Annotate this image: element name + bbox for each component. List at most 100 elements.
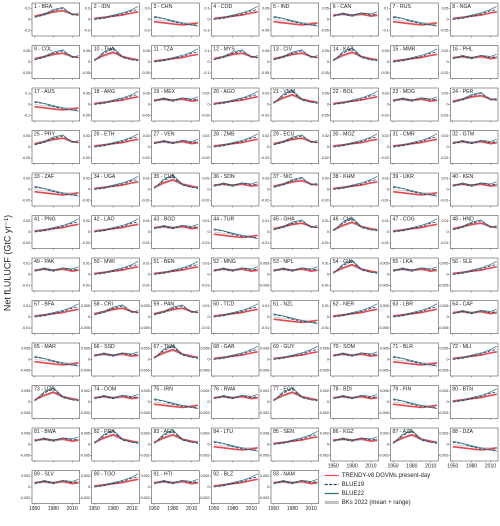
series-line (213, 394, 258, 400)
series-line (213, 349, 258, 360)
y-tick-label: 0.005 (439, 304, 448, 308)
y-tick-label: 0 (327, 102, 329, 106)
y-tick-label: 0 (207, 315, 209, 319)
y-tick-label: 0 (28, 272, 30, 276)
series-line (94, 394, 139, 400)
y-tick-label: 0 (88, 400, 90, 404)
series-line (452, 264, 497, 275)
panel-title: 71 - BLR (393, 344, 414, 350)
y-tick-label: -0.02 (380, 113, 388, 117)
series-line (153, 429, 198, 444)
series-line (392, 15, 438, 27)
series-line (333, 351, 378, 357)
y-tick-label: -0.02 (440, 113, 448, 117)
y-tick-label: 0 (446, 60, 448, 64)
y-tick-label: 0.01 (143, 176, 150, 180)
panel-frame (31, 215, 80, 249)
y-tick-label: -0.002 (80, 411, 90, 415)
series-line (94, 175, 139, 190)
x-tick-label: 1980 (287, 506, 298, 512)
panel-frame (390, 385, 439, 419)
y-tick-label: 0 (387, 17, 389, 21)
x-tick-label: 1950 (268, 506, 279, 512)
y-tick-label: 0.002 (141, 474, 150, 478)
y-tick-label: -0.01 (201, 241, 209, 245)
y-tick-label: -0.01 (141, 198, 149, 202)
y-tick-label: -0.002 (438, 411, 448, 415)
y-tick-label: -0.005 (80, 453, 90, 457)
panel-title: 73 - UZB (34, 386, 55, 392)
y-tick-label: 0 (387, 230, 389, 234)
x-tick-label: 1950 (148, 506, 159, 512)
series-line (273, 135, 318, 146)
panel-frame (151, 257, 200, 292)
series-line (153, 138, 199, 145)
series-line (153, 51, 199, 63)
series-line (34, 356, 79, 366)
y-tick-label: 0 (387, 357, 389, 361)
panel-title: 79 - FIN (393, 386, 412, 392)
y-tick-label: 0.002 (200, 431, 209, 435)
y-tick-label: 0 (446, 187, 448, 191)
y-tick-label: -0.005 (378, 326, 388, 330)
legend-label: BLUE19 (342, 482, 365, 488)
panel-frame (151, 45, 200, 79)
y-tick-label: -0.02 (321, 156, 329, 160)
y-tick-label: 0 (88, 60, 90, 64)
y-tick-label: 0 (267, 442, 269, 446)
y-tick-label: 0.01 (322, 219, 329, 223)
y-tick-label: 0 (148, 442, 150, 446)
series-line (213, 49, 258, 61)
panel-title: 82 - PRK (94, 429, 116, 435)
panel-frame (31, 172, 80, 207)
panel-title: 70 - SOM (333, 344, 355, 350)
series-line (452, 9, 497, 20)
y-tick-label: -0.05 (261, 28, 269, 32)
y-tick-label: -0.02 (261, 198, 269, 202)
y-tick-label: 0.02 (23, 176, 30, 180)
y-tick-label: -0.02 (261, 156, 269, 160)
series-line (392, 399, 437, 408)
y-tick-label: -0.01 (440, 241, 448, 245)
series-line (213, 229, 258, 238)
y-tick-label: 0.02 (143, 134, 150, 138)
x-tick-label: 2010 (365, 463, 376, 469)
y-tick-label: 0.01 (322, 304, 329, 308)
y-tick-label: 0 (88, 442, 90, 446)
series-line (153, 19, 198, 24)
panel-frame (91, 130, 140, 164)
y-tick-label: 0.1 (25, 91, 30, 95)
panel-title: 66 - SSD (94, 344, 115, 350)
y-tick-label: -0.01 (201, 326, 209, 330)
y-tick-label: 0.2 (25, 6, 30, 10)
y-tick-label: 0 (207, 230, 209, 234)
y-tick-label: 0 (88, 145, 90, 149)
y-tick-label: 0 (446, 442, 448, 446)
y-tick-label: -0.002 (139, 496, 149, 500)
y-tick-label: -0.05 (380, 71, 388, 75)
series-line (94, 393, 139, 400)
x-tick-label: 1950 (387, 463, 398, 469)
y-tick-label: 0 (88, 357, 90, 361)
series-line (34, 478, 79, 485)
panel-title: 83 - AFG (154, 429, 175, 435)
panel-title: 15 - MMR (393, 46, 416, 52)
y-tick-label: -0.02 (261, 113, 269, 117)
y-tick-label: 0 (207, 485, 209, 489)
y-tick-label: 0 (387, 60, 389, 64)
y-tick-label: -0.002 (259, 496, 269, 500)
y-tick-label: -0.002 (139, 453, 149, 457)
y-tick-label: 0 (28, 102, 30, 106)
series-line (392, 267, 438, 272)
y-tick-label: -0.05 (261, 71, 269, 75)
y-tick-label: -0.01 (380, 241, 388, 245)
panel-frame (31, 2, 80, 37)
y-tick-label: -0.2 (84, 28, 90, 32)
y-tick-label: 0.002 (380, 431, 389, 435)
panel-title: 32 - GTM (452, 131, 474, 137)
series-line (34, 186, 79, 196)
y-tick-label: -0.05 (321, 113, 329, 117)
panel-title: 63 - LBR (393, 301, 414, 307)
panel-frame (91, 87, 140, 122)
y-tick-label: 0 (267, 17, 269, 21)
